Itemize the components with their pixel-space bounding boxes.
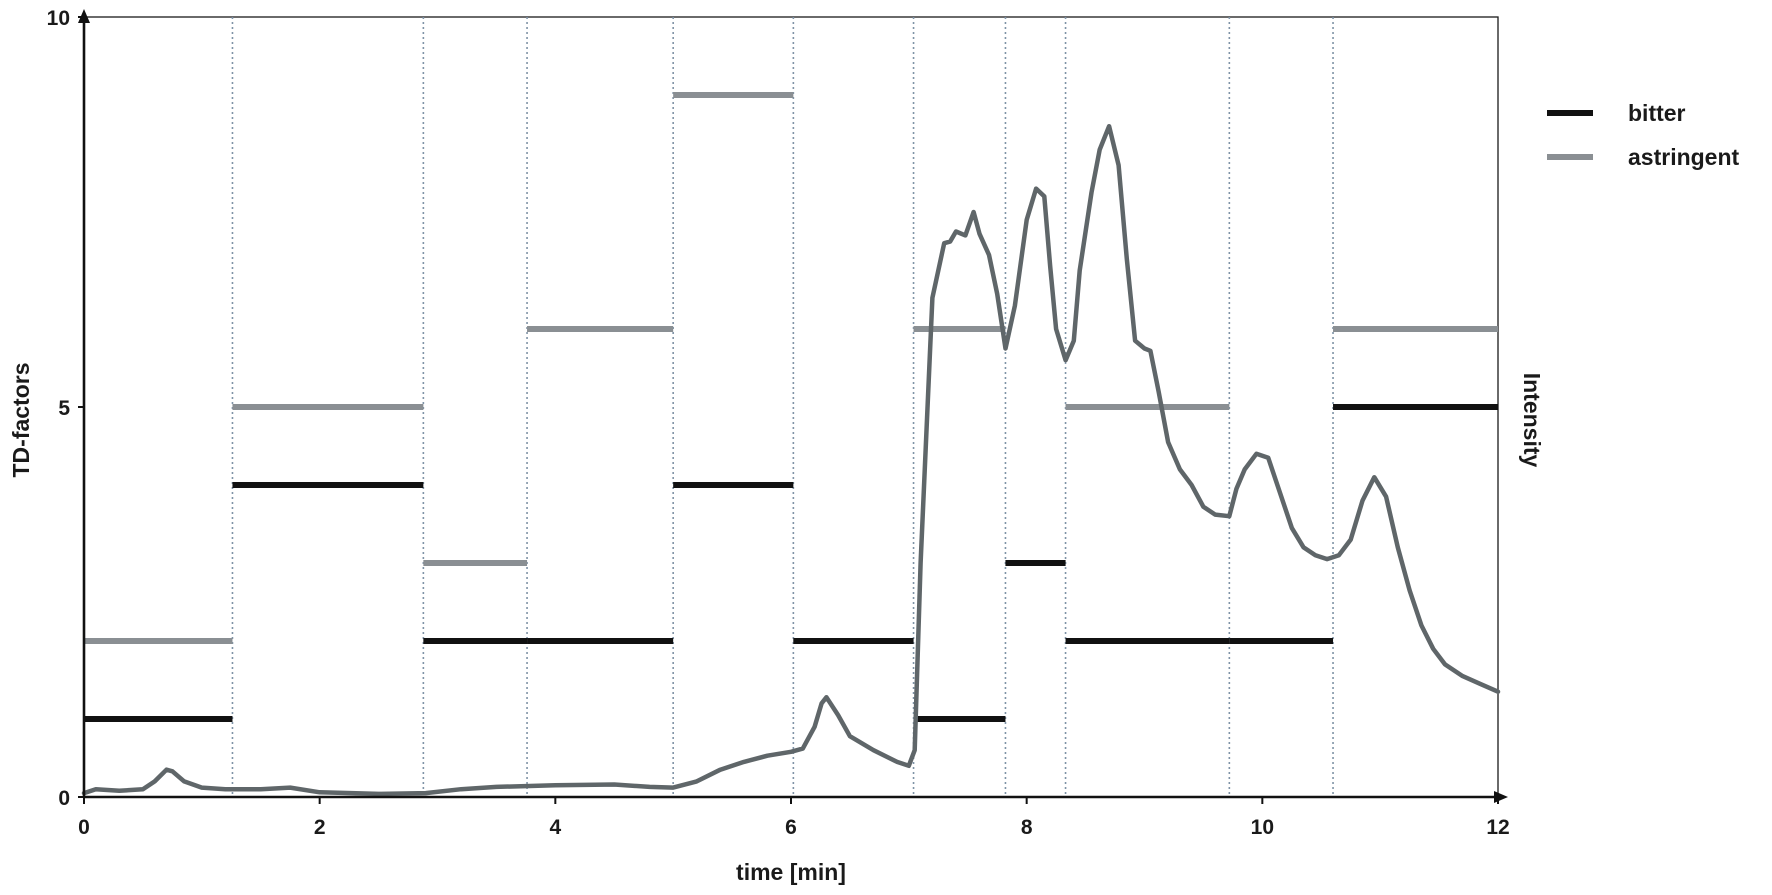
y-tick-label: 0: [58, 787, 70, 810]
x-tick-label: 12: [1486, 816, 1509, 839]
y-tick-label: 10: [47, 7, 70, 30]
legend-label-bitter: bitter: [1628, 100, 1686, 126]
legend: bitter astringent: [1547, 100, 1740, 170]
legend-label-astringent: astringent: [1628, 144, 1740, 170]
y2-axis-title: Intensity: [1519, 373, 1545, 468]
y-tick-label: 5: [58, 397, 70, 420]
bitter-series: [84, 404, 1498, 722]
chromatogram-series: [81, 123, 1501, 797]
astringent-series: [84, 92, 1498, 644]
chromatogram-line: [81, 123, 1501, 797]
x-axis-title: time [min]: [736, 859, 846, 885]
x-tick-label: 8: [1021, 816, 1033, 839]
y-axis-title: TD-factors: [8, 362, 34, 477]
x-tick-label: 0: [78, 816, 90, 839]
x-tick-label: 2: [314, 816, 326, 839]
ticks: 0 2 4 6 8 10 12 0 5 10: [47, 7, 1510, 839]
x-tick-label: 10: [1251, 816, 1274, 839]
x-axis-arrow: [1494, 791, 1508, 803]
x-tick-label: 6: [785, 816, 797, 839]
x-tick-label: 4: [549, 816, 561, 839]
